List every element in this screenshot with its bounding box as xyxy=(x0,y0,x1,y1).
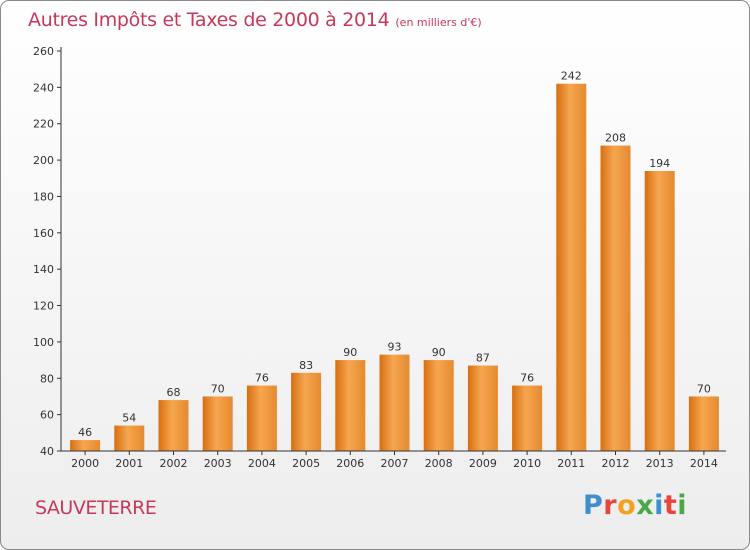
y-tick-label-180: 180 xyxy=(33,190,54,203)
y-tick-label-240: 240 xyxy=(33,81,54,94)
logo-letter: P xyxy=(583,490,604,521)
bar-2004 xyxy=(246,385,277,451)
bar-2012 xyxy=(600,145,631,451)
y-tick-label-60: 60 xyxy=(40,409,54,422)
data-label-2002: 68 xyxy=(167,386,181,399)
x-tick-label-2012: 2012 xyxy=(602,457,630,470)
data-label-2010: 76 xyxy=(520,372,534,385)
data-label-2003: 70 xyxy=(211,382,225,395)
logo-letter: i xyxy=(677,490,688,521)
bar-2008 xyxy=(423,360,454,451)
data-label-2006: 90 xyxy=(343,346,357,359)
x-tick-label-2003: 2003 xyxy=(204,457,232,470)
logo-letter: r xyxy=(603,490,618,521)
x-tick-label-2010: 2010 xyxy=(513,457,541,470)
axes-group: 2000 2001 2002 2003 2004 2005 2006 2007 2008 2009… xyxy=(33,45,726,470)
x-tick-label-2004: 2004 xyxy=(248,457,276,470)
data-label-2008: 90 xyxy=(432,346,446,359)
commune-name: SAUVETERRE xyxy=(35,497,157,519)
bar-2003 xyxy=(202,396,233,451)
x-tick-label-2008: 2008 xyxy=(425,457,453,470)
x-tick-label-2006: 2006 xyxy=(336,457,364,470)
bar-2011 xyxy=(556,83,587,452)
proxiti-logo[interactable]: Proxiti xyxy=(583,490,687,521)
data-label-2011: 242 xyxy=(561,70,582,83)
chart-subtitle: (en milliers d'€) xyxy=(395,16,482,29)
x-tick-label-2014: 2014 xyxy=(690,457,718,470)
y-tick-label-140: 140 xyxy=(33,263,54,276)
bar-2009 xyxy=(467,365,498,451)
x-tick-label-2002: 2002 xyxy=(160,457,188,470)
logo-letter: x xyxy=(636,490,655,521)
x-tick-label-2001: 2001 xyxy=(115,457,143,470)
y-tick-label-200: 200 xyxy=(33,154,54,167)
y-tick-label-160: 160 xyxy=(33,227,54,240)
data-label-2014: 70 xyxy=(697,382,711,395)
chart-title: Autres Impôts et Taxes de 2000 à 2014 (en… xyxy=(28,9,482,31)
x-tick-label-2009: 2009 xyxy=(469,457,497,470)
bar-2001 xyxy=(114,425,145,451)
logo-letter: o xyxy=(617,490,637,521)
x-tick-label-2011: 2011 xyxy=(557,457,585,470)
logo-letter: i xyxy=(654,490,664,521)
data-label-2012: 208 xyxy=(605,132,626,145)
y-tick-label-220: 220 xyxy=(33,118,54,131)
data-label-2009: 87 xyxy=(476,352,490,365)
x-tick-label-2000: 2000 xyxy=(71,457,99,470)
data-label-2007: 93 xyxy=(388,341,402,354)
bars-group: 46 54 68 70 76 83 90 93 90 87 76 242 208 194 70 xyxy=(70,70,719,452)
bar-2002 xyxy=(158,400,189,451)
logo-letter: t xyxy=(663,490,678,521)
data-label-2004: 76 xyxy=(255,372,269,385)
x-tick-label-2005: 2005 xyxy=(292,457,320,470)
bar-2010 xyxy=(512,385,543,451)
bar-2000 xyxy=(70,440,101,451)
bar-2006 xyxy=(335,360,366,451)
y-tick-label-260: 260 xyxy=(33,45,54,58)
data-label-2013: 194 xyxy=(649,157,670,170)
bar-2007 xyxy=(379,354,410,451)
y-tick-label-100: 100 xyxy=(33,336,54,349)
y-tick-label-40: 40 xyxy=(40,445,54,458)
data-label-2000: 46 xyxy=(78,426,92,439)
bar-2014 xyxy=(688,396,719,451)
x-tick-label-2007: 2007 xyxy=(381,457,409,470)
y-tick-label-80: 80 xyxy=(40,372,54,385)
bar-2005 xyxy=(291,372,322,451)
data-label-2001: 54 xyxy=(122,412,136,425)
x-tick-label-2013: 2013 xyxy=(646,457,674,470)
chart-title-text: Autres Impôts et Taxes de 2000 à 2014 xyxy=(28,9,390,31)
data-label-2005: 83 xyxy=(299,359,313,372)
bar-2013 xyxy=(644,171,675,451)
y-tick-label-120: 120 xyxy=(33,300,54,313)
